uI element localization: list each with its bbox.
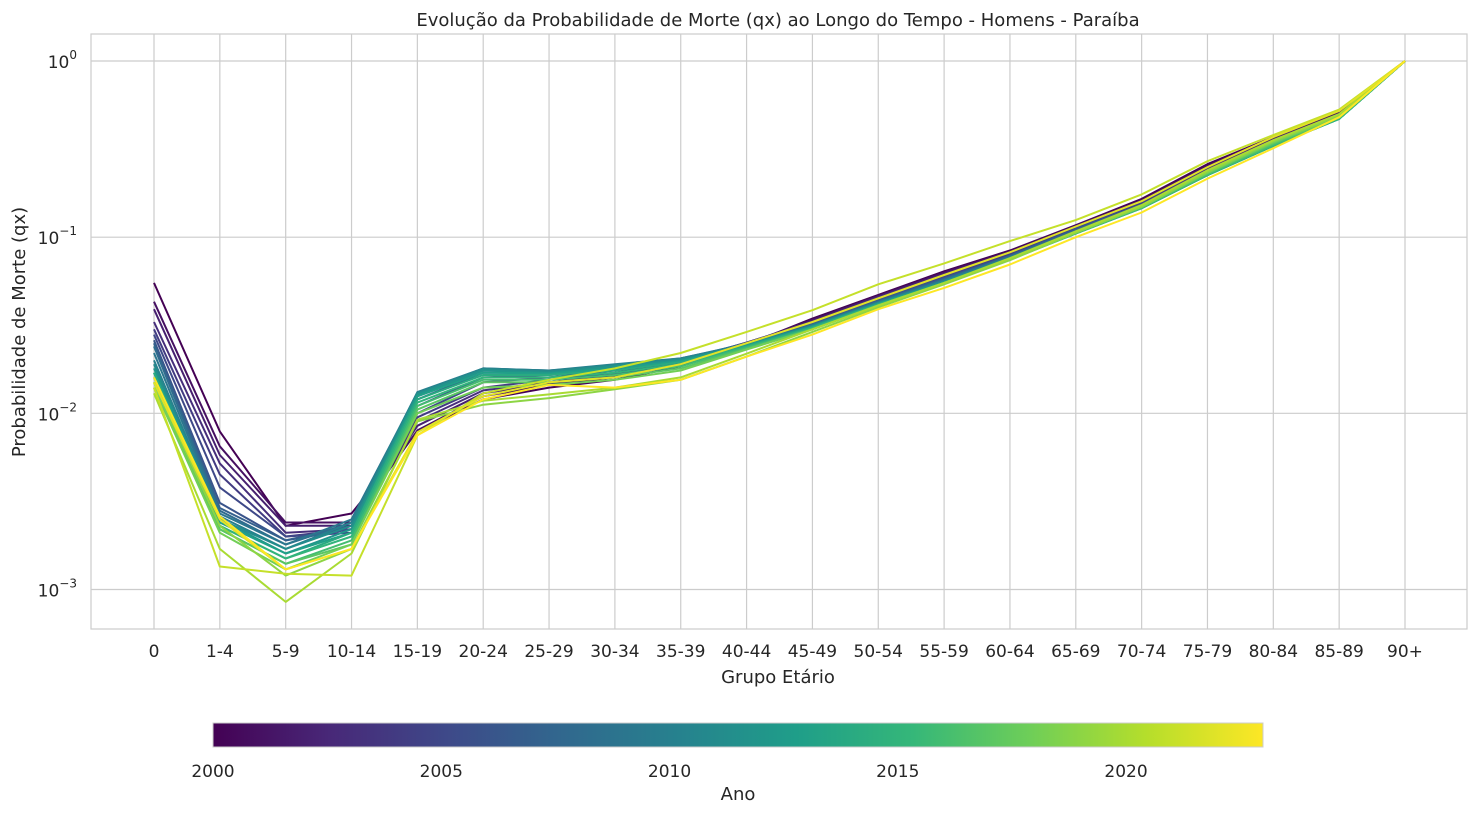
- x-tick-label: 70-74: [1117, 642, 1166, 662]
- colorbar-tick-label: 2000: [191, 762, 234, 782]
- colorbar-label: Ano: [721, 784, 756, 805]
- x-tick-label: 15-19: [393, 642, 442, 662]
- x-tick-label: 20-24: [459, 642, 508, 662]
- x-tick-label: 5-9: [272, 642, 300, 662]
- colorbar-tick-label: 2015: [876, 762, 919, 782]
- x-tick-label: 45-49: [788, 642, 837, 662]
- series-line-2023: [153, 60, 1406, 571]
- x-tick-label: 50-54: [854, 642, 903, 662]
- x-tick-label: 75-79: [1183, 642, 1232, 662]
- y-tick-label: 10−1: [38, 224, 77, 249]
- y-tick-labels: 10−3 10−2 10−1 100: [38, 48, 77, 602]
- colorbar-gradient: [212, 722, 1264, 748]
- y-gridlines: [91, 60, 1467, 591]
- y-tick-label: 10−3: [38, 577, 77, 602]
- x-tick-label: 65-69: [1051, 642, 1100, 662]
- x-tick-label: 90+: [1387, 642, 1423, 662]
- x-tick-label: 1-4: [206, 642, 234, 662]
- colorbar-ticks: 2000 2005 2010 2015 2020: [191, 762, 1147, 782]
- series-line-2021: [153, 60, 1406, 577]
- x-axis-label: Grupo Etário: [721, 667, 835, 688]
- x-tick-label: 30-34: [590, 642, 639, 662]
- y-axis-label: Probabilidade de Morte (qx): [9, 207, 30, 457]
- x-tick-label: 10-14: [327, 642, 376, 662]
- colorbar-tick-label: 2010: [648, 762, 691, 782]
- x-tick-label: 40-44: [722, 642, 771, 662]
- colorbar: 2000 2005 2010 2015 2020 Ano: [191, 722, 1264, 805]
- series-lines: [153, 60, 1406, 603]
- x-tick-labels: 0 1-4 5-9 10-14 15-19 20-24 25-29 30-34 35-39 40-…: [149, 642, 1423, 662]
- y-tick-label: 100: [48, 48, 77, 73]
- colorbar-tick-label: 2020: [1104, 762, 1147, 782]
- plot-border: [90, 33, 1468, 630]
- x-tick-label: 25-29: [524, 642, 573, 662]
- colorbar-tick-label: 2005: [420, 762, 463, 782]
- y-tick-label: 10−2: [38, 400, 77, 425]
- x-tick-label: 80-84: [1249, 642, 1298, 662]
- x-tick-label: 55-59: [919, 642, 968, 662]
- x-tick-label: 0: [149, 642, 160, 662]
- chart-title: Evolução da Probabilidade de Morte (qx) …: [416, 10, 1139, 31]
- x-tick-label: 35-39: [656, 642, 705, 662]
- x-tick-label: 60-64: [985, 642, 1034, 662]
- x-tick-label: 85-89: [1314, 642, 1363, 662]
